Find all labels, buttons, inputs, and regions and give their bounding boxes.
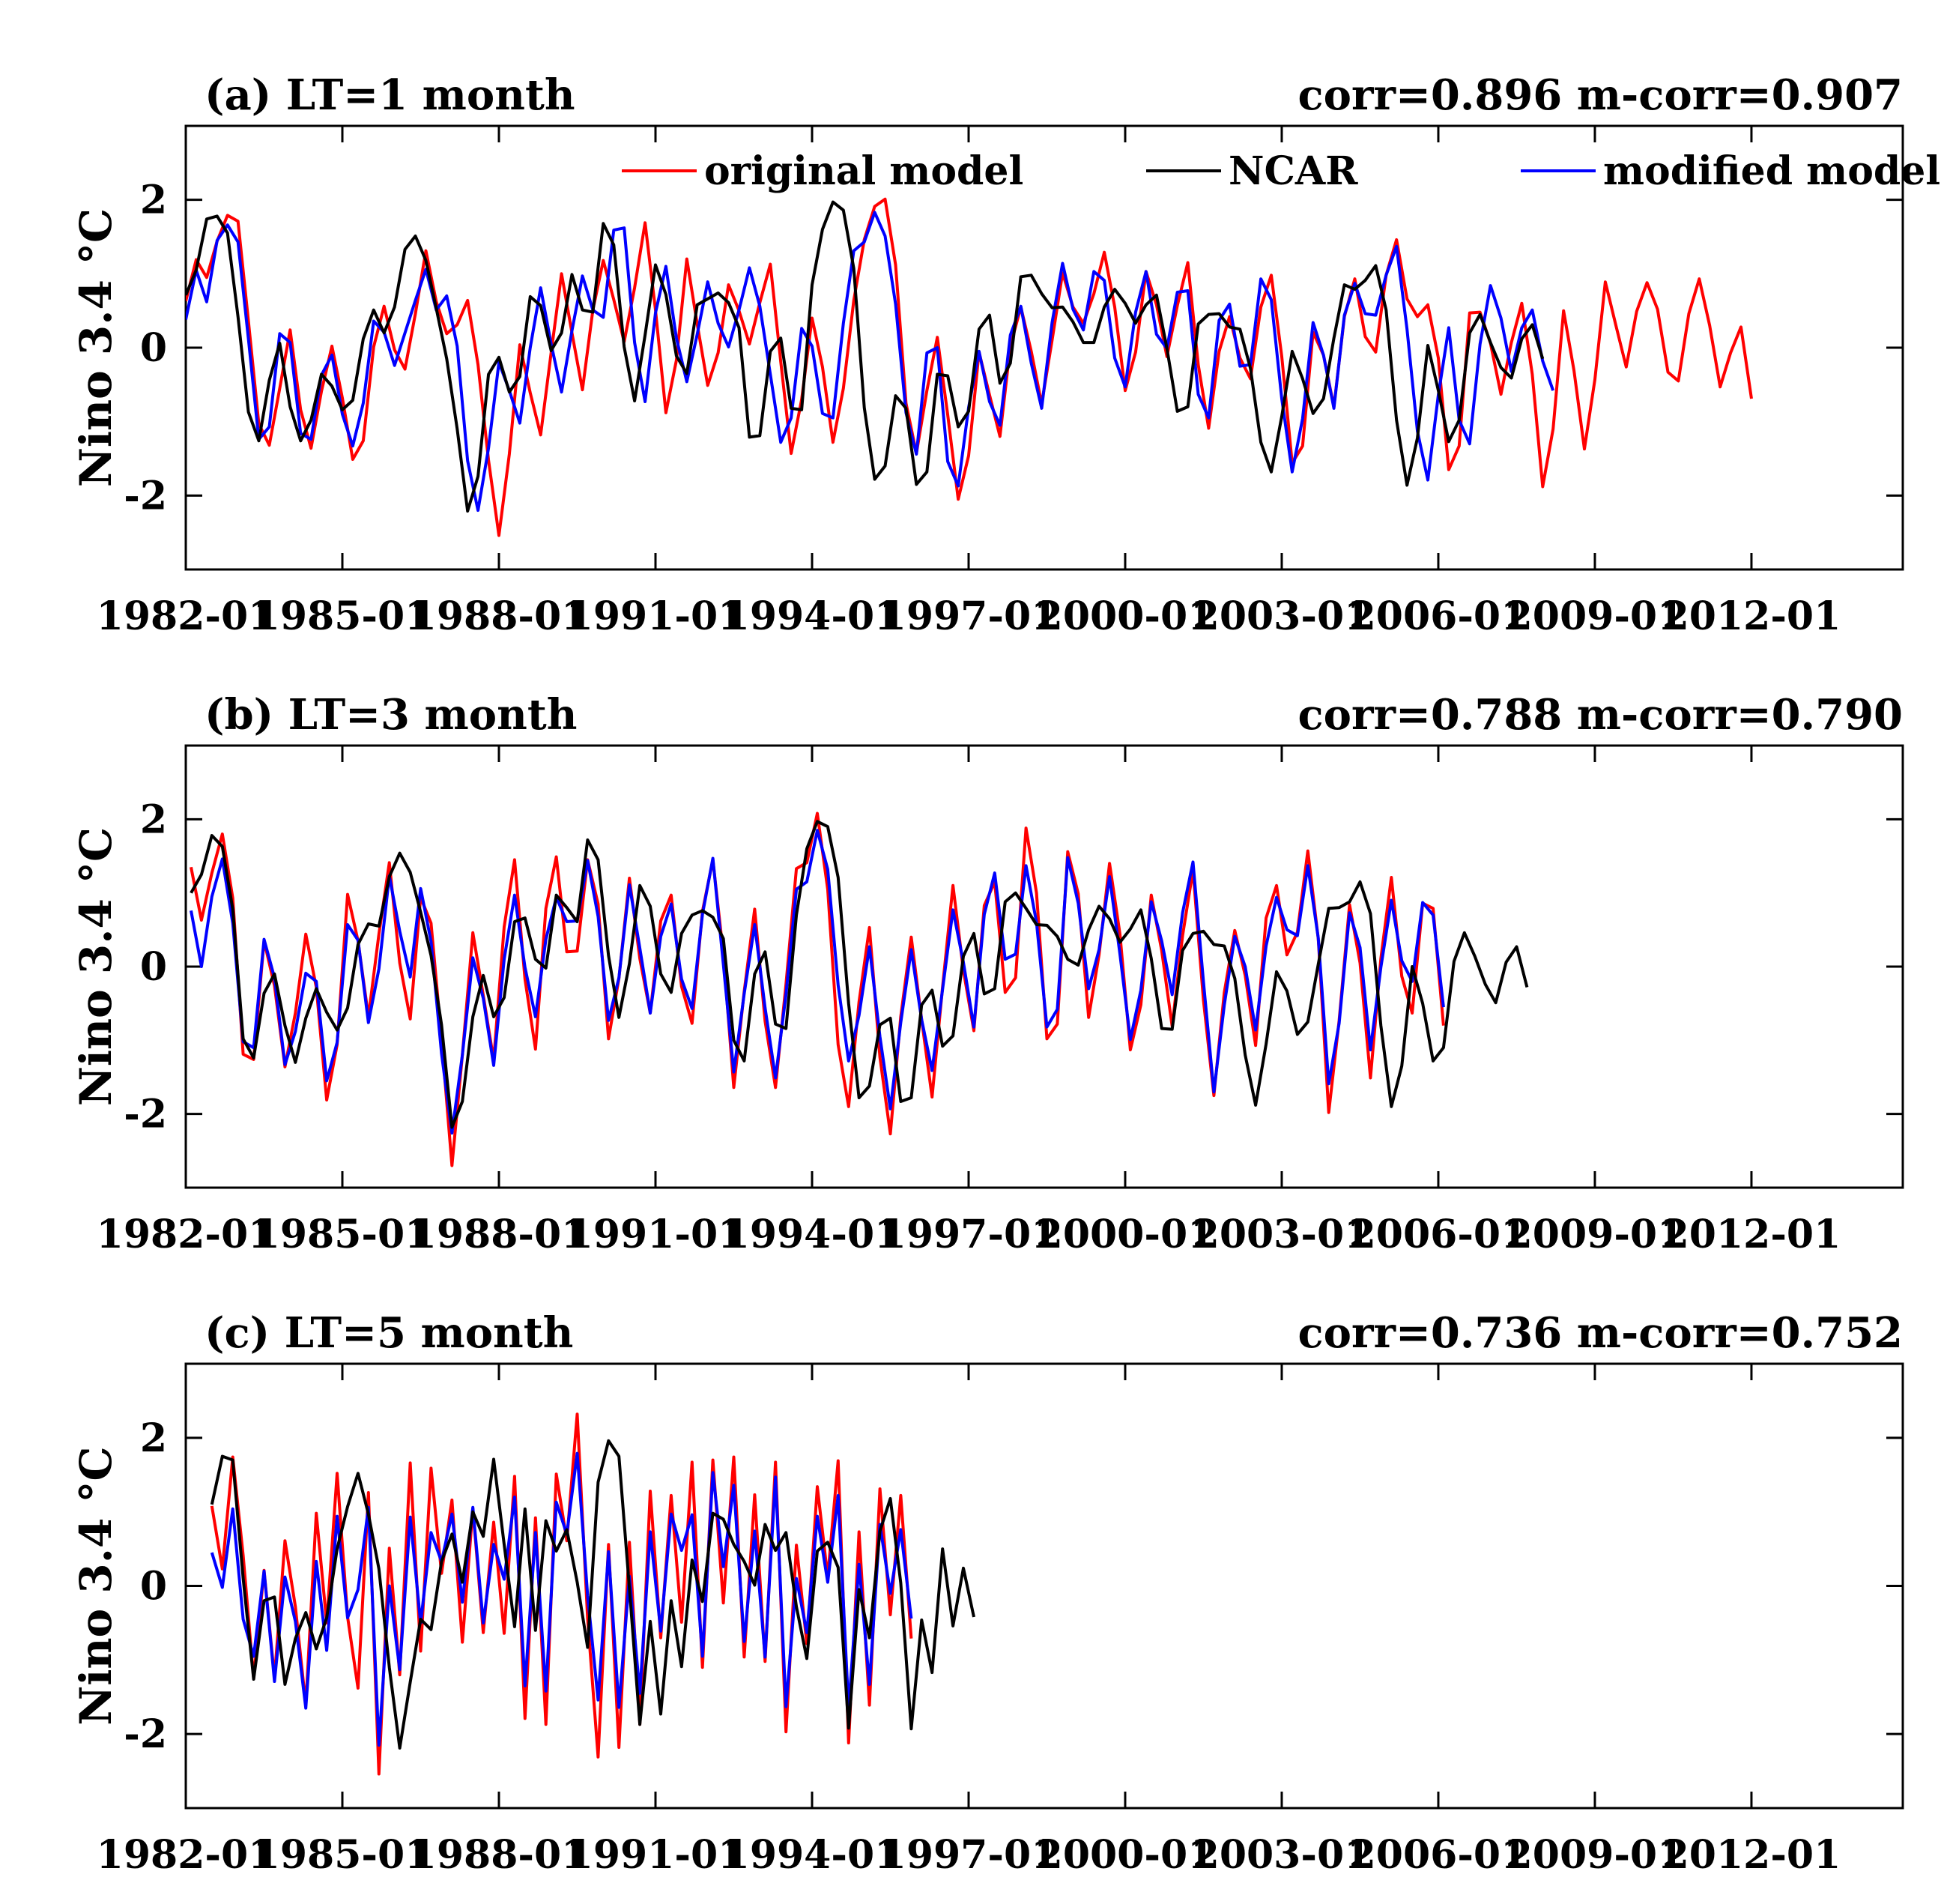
x-tick-label: 1991-01 xyxy=(566,1832,745,1878)
x-tick-label: 2003-01 xyxy=(1193,593,1372,639)
y-tick-label: 0 xyxy=(140,325,167,371)
x-tick-label: 2003-01 xyxy=(1193,1212,1372,1257)
series-line-original-model xyxy=(190,812,1445,1167)
y-tick-label: 0 xyxy=(140,1564,167,1610)
panel-title: (c) LT=5 month xyxy=(205,1308,573,1358)
y-axis-label: Nino 3.4 °C xyxy=(70,827,121,1106)
x-tick-label: 1994-01 xyxy=(723,1212,902,1257)
panels: (a) LT=1 month corr=0.896 m-corr=0.907 Nin… xyxy=(70,70,1940,1878)
y-axis-label: Nino 3.4 °C xyxy=(70,1446,121,1725)
x-tick-label: 2009-01 xyxy=(1506,1832,1685,1878)
x-tick-label: 2012-01 xyxy=(1662,1832,1841,1878)
x-tick-label: 2006-01 xyxy=(1349,1832,1528,1878)
legend-label: modified model xyxy=(1603,148,1940,194)
x-tick-label: 1982-01 xyxy=(97,593,276,639)
x-tick-label: 1982-01 xyxy=(97,1212,276,1257)
x-tick-label: 1988-01 xyxy=(410,593,589,639)
x-tick-label: 1985-01 xyxy=(253,593,432,639)
x-tick-label: 2006-01 xyxy=(1349,1212,1528,1257)
y-tick-label: 2 xyxy=(140,797,167,842)
series-line-ncar xyxy=(186,200,1545,513)
x-tick-label: 1982-01 xyxy=(97,1832,276,1878)
chart-panel-a: (a) LT=1 month corr=0.896 m-corr=0.907 Nin… xyxy=(70,70,1940,639)
x-tick-label: 2006-01 xyxy=(1349,593,1528,639)
x-tick-label: 2009-01 xyxy=(1506,1212,1685,1257)
x-tick-label: 2012-01 xyxy=(1662,1212,1841,1257)
chart-panel-c: (c) LT=5 month corr=0.736 m-corr=0.752 Nin… xyxy=(70,1308,1904,1878)
series-line-ncar xyxy=(190,820,1529,1129)
x-tick-label: 1994-01 xyxy=(723,1832,902,1878)
y-axis-label: Nino 3.4 °C xyxy=(70,208,121,487)
legend-label: original model xyxy=(704,148,1023,194)
panel-title: (b) LT=3 month xyxy=(205,690,577,740)
x-tick-label: 1997-01 xyxy=(879,1832,1059,1878)
x-tick-label: 2003-01 xyxy=(1193,1832,1372,1878)
x-tick-label: 1991-01 xyxy=(566,1212,745,1257)
x-tick-label: 1985-01 xyxy=(253,1832,432,1878)
correlation-stats: corr=0.736 m-corr=0.752 xyxy=(1298,1308,1903,1358)
chart-panel-b: (b) LT=3 month corr=0.788 m-corr=0.790 Nin… xyxy=(70,690,1904,1257)
y-tick-label: 2 xyxy=(140,1415,167,1461)
x-tick-label: 1988-01 xyxy=(410,1212,589,1257)
x-tick-label: 2009-01 xyxy=(1506,593,1685,639)
panel-title: (a) LT=1 month xyxy=(205,70,575,120)
x-tick-label: 1991-01 xyxy=(566,593,745,639)
x-tick-label: 2012-01 xyxy=(1662,593,1841,639)
x-tick-label: 1988-01 xyxy=(410,1832,589,1878)
x-tick-label: 1997-01 xyxy=(879,593,1059,639)
y-tick-label: -2 xyxy=(124,1092,167,1137)
y-tick-label: 2 xyxy=(140,178,167,223)
x-tick-label: 2000-01 xyxy=(1036,593,1215,639)
series-line-modified-model xyxy=(186,211,1555,513)
x-tick-label: 1985-01 xyxy=(253,1212,432,1257)
y-tick-label: -2 xyxy=(124,1711,167,1757)
correlation-stats: corr=0.896 m-corr=0.907 xyxy=(1298,70,1903,120)
series-line-ncar xyxy=(210,1439,975,1750)
legend: original model NCAR modified model xyxy=(622,148,1940,194)
x-tick-label: 1997-01 xyxy=(879,1212,1059,1257)
y-tick-label: -2 xyxy=(124,473,167,519)
x-tick-label: 1994-01 xyxy=(723,593,902,639)
correlation-stats: corr=0.788 m-corr=0.790 xyxy=(1298,690,1903,740)
legend-label: NCAR xyxy=(1229,148,1358,194)
series-line-modified-model xyxy=(190,829,1445,1135)
x-tick-label: 2000-01 xyxy=(1036,1212,1215,1257)
y-tick-label: 0 xyxy=(140,944,167,990)
x-tick-label: 2000-01 xyxy=(1036,1832,1215,1878)
